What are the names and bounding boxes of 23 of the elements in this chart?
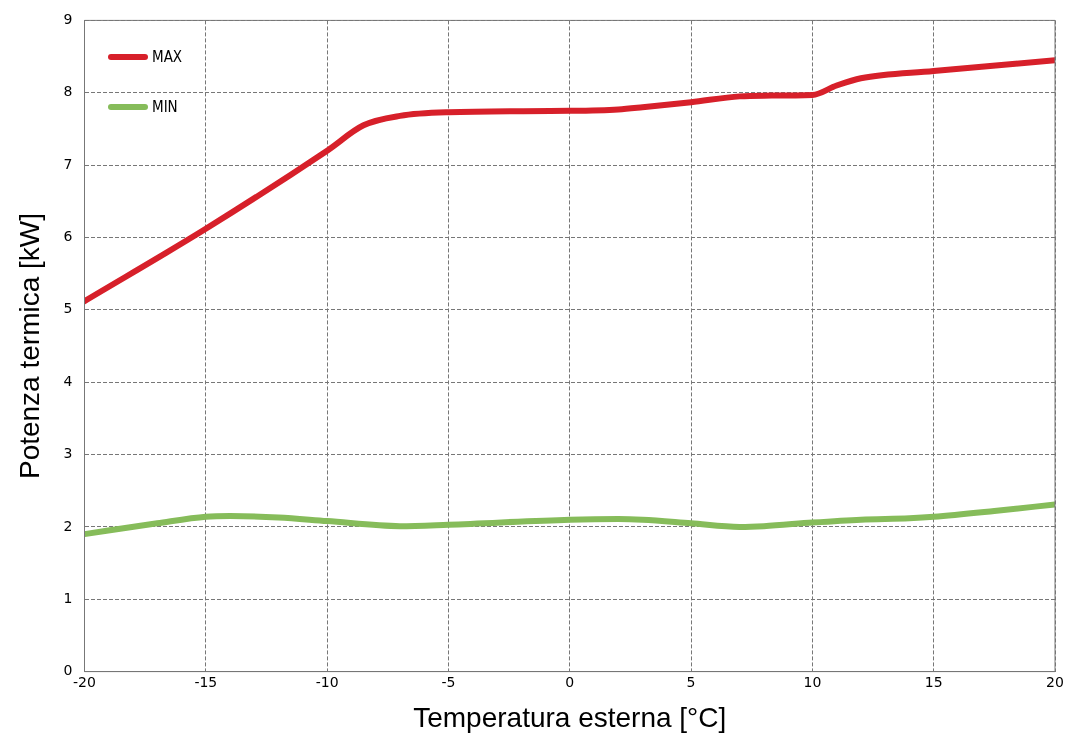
y-tick-label: 4 (63, 372, 73, 389)
y-tick-label: 5 (63, 300, 73, 317)
x-tick-label: 0 (565, 673, 575, 690)
legend-label: MIN (152, 98, 178, 116)
x-tick-label: -15 (194, 673, 218, 690)
y-tick-label: 3 (63, 445, 73, 462)
x-tick-label: 20 (1046, 673, 1064, 690)
y-tick-label: 0 (63, 662, 73, 679)
y-tick-label: 2 (63, 517, 73, 534)
x-tick-label: 5 (686, 673, 696, 690)
x-tick-label: -20 (73, 673, 96, 690)
y-tick-label: 8 (63, 83, 73, 100)
y-tick-label: 6 (63, 228, 73, 245)
x-tick-label: 15 (924, 673, 943, 690)
x-axis-title: Temperatura esterna [°C] (413, 701, 727, 733)
y-tick-label: 7 (63, 155, 73, 172)
x-tick-label: 10 (803, 673, 822, 690)
legend-label: MAX (152, 48, 183, 66)
x-tick-label: -10 (315, 673, 339, 690)
y-tick-label: 9 (63, 11, 73, 28)
y-axis-title: Potenza termica [kW] (13, 212, 45, 480)
y-tick-label: 1 (63, 589, 73, 606)
x-tick-label: -5 (441, 673, 456, 690)
